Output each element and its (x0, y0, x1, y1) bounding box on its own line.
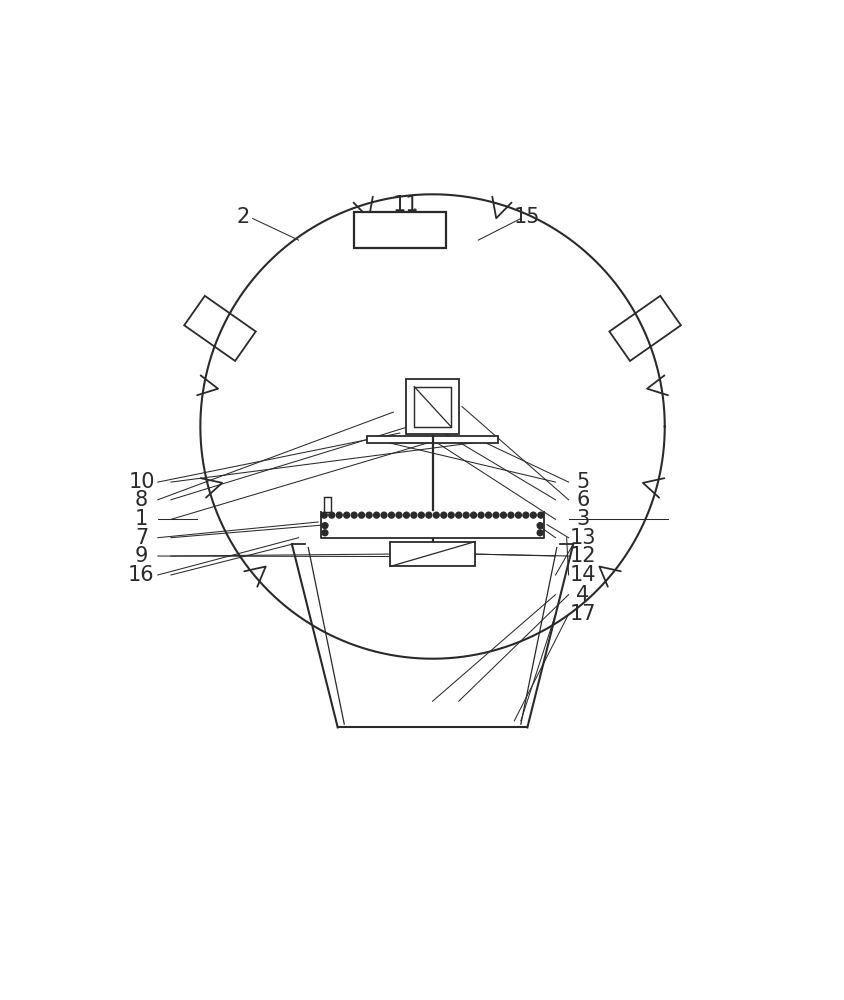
Circle shape (538, 512, 544, 518)
Circle shape (456, 512, 462, 518)
Circle shape (411, 512, 417, 518)
Bar (324, 497, 331, 512)
Circle shape (538, 523, 543, 529)
Circle shape (500, 512, 506, 518)
Circle shape (351, 512, 357, 518)
Circle shape (359, 512, 365, 518)
Circle shape (508, 512, 514, 518)
Text: 12: 12 (570, 546, 596, 566)
Text: 2: 2 (236, 207, 250, 227)
Circle shape (336, 512, 342, 518)
Text: 14: 14 (570, 565, 596, 585)
Circle shape (485, 512, 491, 518)
Circle shape (322, 523, 327, 529)
Circle shape (329, 512, 335, 518)
Circle shape (463, 512, 469, 518)
Circle shape (471, 512, 477, 518)
Text: 13: 13 (570, 528, 596, 548)
Bar (390, 542, 475, 566)
Circle shape (381, 512, 387, 518)
Circle shape (516, 512, 522, 518)
Text: 11: 11 (393, 195, 419, 215)
Circle shape (388, 512, 394, 518)
Bar (354, 212, 446, 248)
Circle shape (344, 512, 349, 518)
Circle shape (493, 512, 499, 518)
Circle shape (479, 512, 484, 518)
Circle shape (441, 512, 446, 518)
Text: 5: 5 (576, 472, 590, 492)
Circle shape (530, 512, 536, 518)
Circle shape (448, 512, 454, 518)
Bar (414, 387, 451, 427)
Text: 8: 8 (135, 490, 148, 510)
Bar (407, 379, 459, 434)
Circle shape (426, 512, 432, 518)
Bar (367, 436, 498, 443)
Circle shape (523, 512, 529, 518)
Text: 15: 15 (514, 207, 541, 227)
Text: 3: 3 (576, 509, 590, 529)
Circle shape (322, 512, 327, 518)
Text: 17: 17 (570, 604, 596, 624)
Text: 16: 16 (128, 565, 154, 585)
Circle shape (403, 512, 409, 518)
Text: 10: 10 (128, 472, 154, 492)
Circle shape (396, 512, 402, 518)
Circle shape (433, 512, 439, 518)
Circle shape (374, 512, 380, 518)
Text: 7: 7 (135, 528, 148, 548)
Text: 9: 9 (135, 546, 149, 566)
Circle shape (366, 512, 372, 518)
Text: 1: 1 (135, 509, 148, 529)
Text: 4: 4 (576, 585, 590, 605)
Circle shape (419, 512, 425, 518)
Circle shape (538, 530, 543, 536)
Text: 6: 6 (576, 490, 590, 510)
Circle shape (322, 530, 327, 536)
